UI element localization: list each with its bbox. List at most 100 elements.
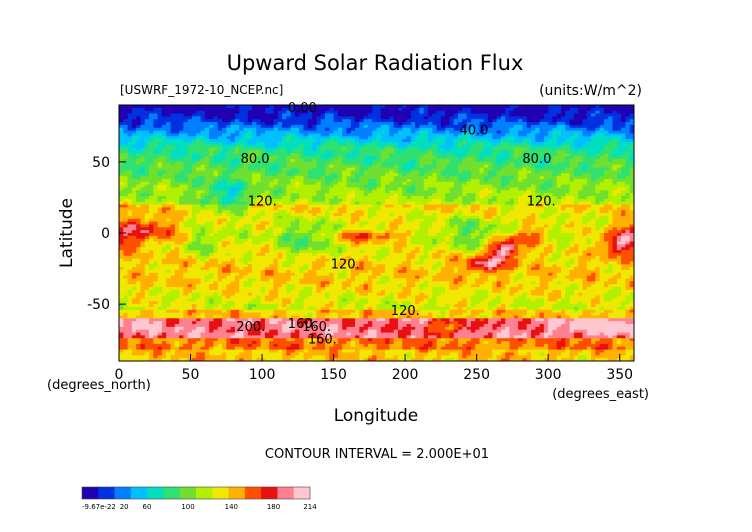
heatmap-cell	[316, 153, 322, 157]
heatmap-cell	[320, 150, 326, 154]
heatmap-cell	[294, 156, 300, 160]
heatmap-cell	[526, 153, 532, 157]
heatmap-cell	[209, 133, 215, 137]
heatmap-cell	[131, 105, 137, 109]
heatmap-cell	[393, 122, 399, 126]
heatmap-cell	[153, 150, 159, 154]
heatmap-cell	[329, 113, 335, 117]
heatmap-cell	[144, 141, 150, 146]
heatmap-cell	[509, 105, 515, 109]
heatmap-cell	[170, 147, 176, 152]
heatmap-cell	[256, 156, 262, 160]
heatmap-cell	[380, 119, 386, 123]
heatmap-cell	[462, 113, 468, 117]
heatmap-cell	[410, 124, 416, 129]
heatmap-cell	[488, 136, 493, 140]
heatmap-cell	[591, 113, 596, 117]
heatmap-cell	[591, 150, 596, 154]
heatmap-cell	[612, 153, 618, 157]
heatmap-cell	[410, 150, 416, 154]
heatmap-cell	[161, 153, 167, 157]
heatmap-cell	[449, 147, 455, 152]
heatmap-cell	[608, 147, 614, 152]
heatmap-cell	[415, 156, 421, 160]
heatmap-cell	[419, 107, 425, 112]
heatmap-cell	[355, 124, 360, 129]
heatmap-cell	[475, 130, 481, 135]
heatmap-cell	[303, 141, 309, 146]
heatmap-cell	[419, 127, 425, 132]
heatmap-cell	[355, 156, 360, 160]
heatmap-cell	[470, 156, 476, 160]
heatmap-cell	[599, 105, 605, 109]
heatmap-cell	[603, 136, 609, 140]
heatmap-cell	[166, 150, 172, 154]
heatmap-cell	[303, 130, 309, 135]
heatmap-cell	[603, 105, 609, 109]
heatmap-cell	[428, 141, 433, 146]
heatmap-cell	[350, 113, 356, 117]
heatmap-cell	[183, 116, 189, 120]
heatmap-cell	[256, 113, 262, 117]
heatmap-cell	[406, 141, 412, 146]
heatmap-cell	[157, 113, 163, 117]
heatmap-cell	[586, 130, 592, 135]
heatmap-cell	[131, 141, 137, 146]
heatmap-cell	[337, 153, 343, 157]
heatmap-cell	[230, 156, 236, 160]
heatmap-cell	[329, 150, 335, 154]
heatmap-cell	[475, 147, 481, 152]
heatmap-cell	[346, 144, 352, 149]
heatmap-cell	[252, 113, 257, 117]
heatmap-cell	[440, 122, 446, 126]
heatmap-cell	[561, 133, 566, 137]
heatmap-cell	[470, 122, 476, 126]
heatmap-cell	[556, 110, 562, 115]
heatmap-cell	[385, 136, 390, 140]
heatmap-cell	[299, 113, 305, 117]
heatmap-cell	[436, 122, 442, 126]
heatmap-cell	[612, 110, 618, 115]
heatmap-cell	[548, 110, 554, 115]
heatmap-cell	[410, 116, 416, 120]
heatmap-cell	[187, 150, 193, 154]
heatmap-cell	[127, 136, 133, 140]
heatmap-cell	[230, 153, 236, 157]
heatmap-cell	[329, 105, 335, 109]
heatmap-cell	[222, 147, 227, 152]
heatmap-cell	[170, 136, 176, 140]
heatmap-cell	[243, 116, 249, 120]
heatmap-cell	[500, 107, 506, 112]
heatmap-cell	[458, 133, 463, 137]
heatmap-cell	[406, 139, 412, 143]
heatmap-cell	[234, 122, 240, 126]
heatmap-cell	[222, 130, 227, 135]
heatmap-cell	[230, 150, 236, 154]
heatmap-cell	[196, 147, 202, 152]
heatmap-cell	[136, 105, 142, 109]
heatmap-cell	[380, 133, 386, 137]
heatmap-cell	[376, 127, 382, 132]
heatmap-cell	[200, 116, 206, 120]
heatmap-cell	[616, 130, 622, 135]
heatmap-cell	[556, 141, 562, 146]
heatmap-cell	[475, 119, 481, 123]
heatmap-cell	[196, 133, 202, 137]
heatmap-cell	[453, 150, 459, 154]
heatmap-cell	[243, 122, 249, 126]
heatmap-cell	[535, 124, 541, 129]
heatmap-cell	[286, 130, 292, 135]
heatmap-cell	[367, 136, 373, 140]
heatmap-cell	[355, 133, 360, 137]
heatmap-cell	[337, 116, 343, 120]
heatmap-cell	[256, 133, 262, 137]
heatmap-cell	[329, 116, 335, 120]
heatmap-cell	[428, 122, 433, 126]
heatmap-cell	[144, 127, 150, 132]
heatmap-cell	[449, 141, 455, 146]
heatmap-cell	[522, 130, 528, 135]
heatmap-cell	[264, 124, 270, 129]
heatmap-cell	[346, 130, 352, 135]
heatmap-cell	[513, 130, 519, 135]
heatmap-cell	[573, 141, 579, 146]
